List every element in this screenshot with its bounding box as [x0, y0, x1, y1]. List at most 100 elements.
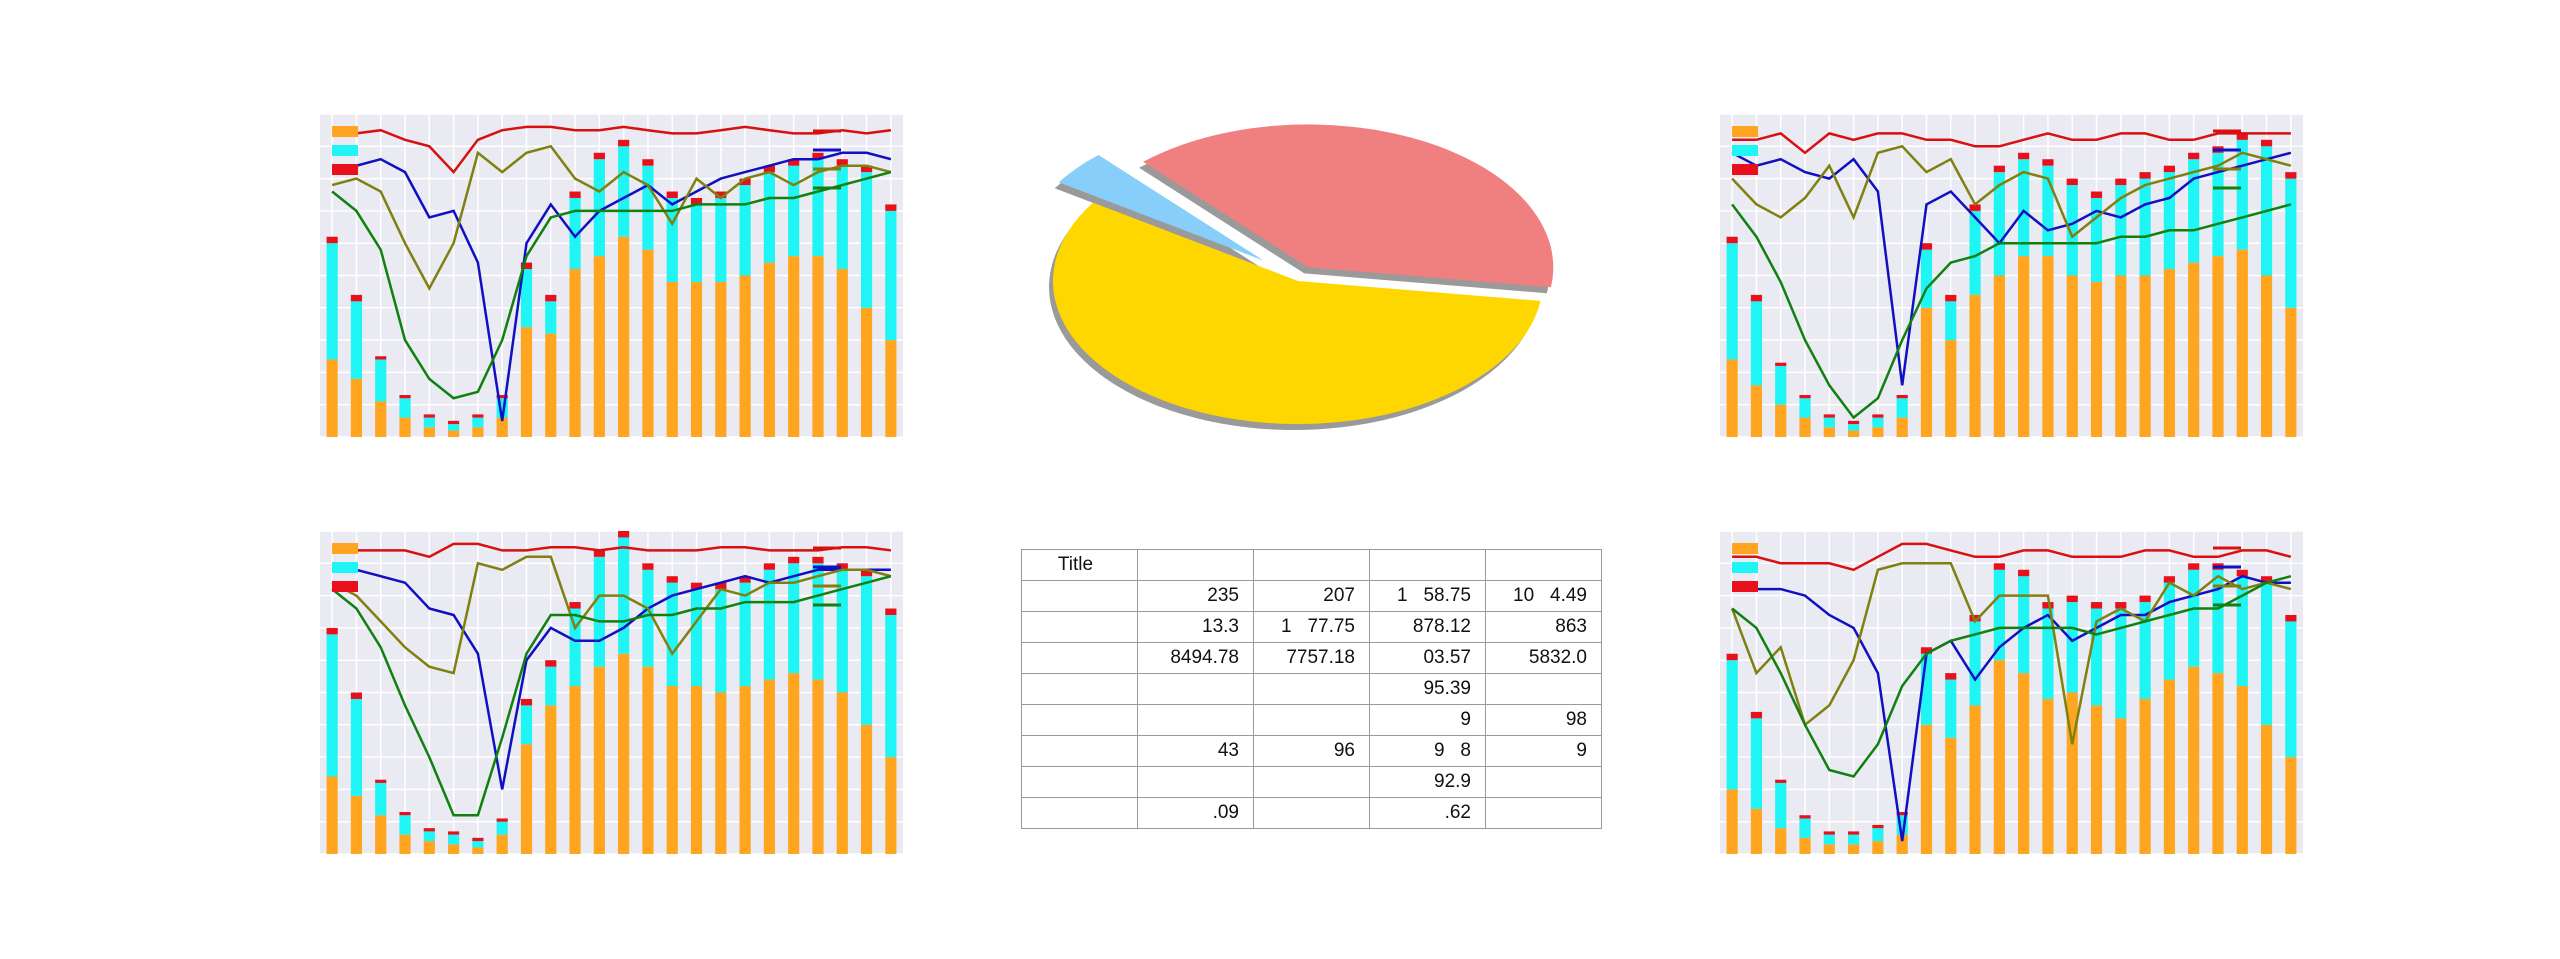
bar-segment: [1799, 818, 1811, 838]
bar-segment: [2285, 757, 2297, 854]
bar-segment: [2212, 256, 2224, 437]
bar-segment: [1896, 398, 1908, 418]
line-series: [1732, 542, 2292, 572]
bar-segment: [423, 414, 435, 418]
bar-segment: [2285, 614, 2297, 622]
bar-segment: [1993, 172, 2005, 276]
table-cell: 878.12: [1369, 611, 1486, 643]
bar-segment: [618, 653, 630, 854]
table-cell: 863: [1485, 611, 1602, 643]
bar-segment: [2139, 178, 2151, 276]
bar-segment: [836, 692, 848, 854]
bar-segment: [1726, 660, 1738, 790]
table-cell: [1253, 673, 1370, 705]
bar-segment: [472, 417, 484, 428]
bar-segment: [2188, 262, 2200, 437]
bar-segment: [2188, 159, 2200, 263]
bar-segment: [2090, 602, 2103, 609]
line-series: [332, 151, 892, 422]
bar-segment: [375, 401, 387, 437]
bar-segment: [2163, 269, 2175, 437]
legend-swatch: [1732, 145, 1758, 156]
bar-segment: [399, 812, 411, 816]
table-cell: [1021, 580, 1138, 612]
bar-segment: [2139, 172, 2151, 179]
bar-segment: [520, 744, 533, 854]
legend-swatch: [1732, 562, 1758, 573]
table-cell: [1253, 704, 1370, 736]
legend-swatch: [332, 126, 358, 137]
table-cell: .62: [1369, 797, 1486, 829]
bar-segment: [1920, 249, 1933, 308]
table-row: 235 207 1 58.75 10 4.49: [1021, 580, 1602, 612]
bar-segment: [666, 686, 678, 854]
bar-segment: [1920, 653, 1933, 725]
bar-segment: [1896, 815, 1908, 835]
bar-segment: [885, 757, 897, 854]
bar-segment: [2260, 724, 2273, 854]
bar-segment: [1726, 789, 1738, 854]
legend-swatch: [1732, 126, 1758, 137]
bar-segment: [1945, 340, 1957, 437]
bar-segment: [472, 427, 484, 437]
bar-segment: [545, 301, 557, 334]
bar-segment: [1872, 414, 1884, 418]
bar-segment: [2042, 698, 2054, 854]
bar-segment: [788, 673, 800, 854]
bar-segment: [2018, 673, 2030, 854]
bar-segment: [472, 841, 484, 848]
table-cell: [1485, 673, 1602, 705]
legend-swatch: [1732, 543, 1758, 554]
bar-segment: [2260, 275, 2273, 437]
bar-segment: [812, 556, 824, 564]
bar-segment: [593, 159, 605, 257]
bar-segment: [569, 602, 581, 609]
bar-segment: [326, 776, 338, 854]
bar-segment: [520, 327, 533, 437]
line-series: [1731, 574, 2292, 778]
bar-segment: [2163, 582, 2175, 680]
bar-segment: [1945, 673, 1957, 680]
bar-segment: [2212, 569, 2224, 674]
bar-segment: [375, 359, 387, 402]
table-cell: 98: [1485, 704, 1602, 736]
bar-segment: [1726, 359, 1738, 437]
legend-swatch: [332, 145, 358, 156]
bar-segment: [593, 556, 605, 667]
bar-segment: [1969, 210, 1981, 295]
bar-segment: [1872, 824, 1884, 829]
table-row: 13.3 1 77.75 878.12 863: [1021, 611, 1602, 643]
bar-segment: [448, 834, 460, 845]
bar-segment: [2163, 679, 2175, 854]
bar-segment: [885, 614, 897, 758]
table-row: 95.39: [1021, 673, 1602, 705]
bar-segment: [642, 569, 654, 667]
bar-segment: [666, 191, 678, 198]
line-series: [1732, 574, 2291, 842]
table-cell: Title: [1021, 549, 1138, 581]
bar-segment: [690, 281, 703, 437]
line-series: [1731, 203, 2292, 420]
bar-segment: [860, 172, 873, 308]
bar-segment: [2115, 718, 2127, 854]
bar-segment: [1750, 718, 1763, 809]
bar-segment: [739, 185, 751, 276]
bar-segment: [545, 294, 557, 302]
bar-segment: [520, 705, 533, 745]
bar-segment: [788, 556, 800, 564]
bar-segment: [2236, 249, 2248, 437]
bar-segment: [1920, 724, 1933, 854]
bar-segment: [2090, 191, 2103, 198]
bar-segment: [1969, 294, 1981, 437]
bar-segment: [326, 243, 338, 360]
bar-segment: [326, 236, 338, 244]
table-cell: [1253, 766, 1370, 798]
bar-segment: [2090, 608, 2103, 706]
bar-segment: [1799, 417, 1811, 437]
data-table: Title 235 207 1 58.75 10 4.49 13.3 1 77.75 878.…: [1021, 549, 1602, 829]
bar-segment: [1969, 705, 1981, 854]
bar-segment: [2042, 256, 2054, 437]
bar-segment: [375, 779, 387, 783]
legend-swatch: [332, 562, 358, 573]
bar-segment: [350, 692, 363, 699]
